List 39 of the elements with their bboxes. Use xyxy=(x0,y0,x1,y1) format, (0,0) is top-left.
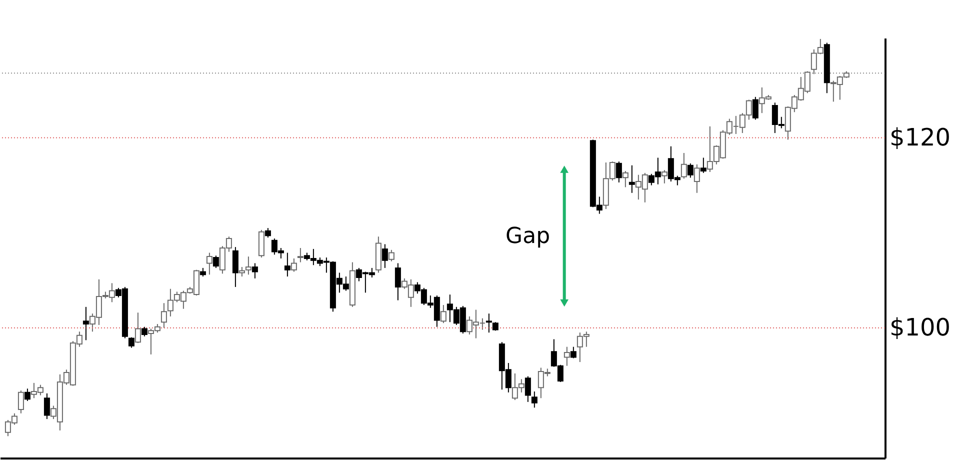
candlestick xyxy=(245,256,252,276)
annotation: Gap xyxy=(506,224,550,250)
y-tick-label: $120 xyxy=(890,123,951,152)
candlestick xyxy=(440,304,446,324)
candlestick xyxy=(206,252,212,276)
candlestick xyxy=(616,161,622,183)
candlestick xyxy=(694,164,700,194)
candlestick xyxy=(661,170,668,184)
candlestick xyxy=(160,302,167,328)
candlestick xyxy=(24,388,30,402)
candlestick xyxy=(752,96,758,120)
candlestick xyxy=(680,152,687,180)
candlestick xyxy=(531,390,538,408)
candlestick xyxy=(394,262,401,301)
candlestick xyxy=(141,326,148,337)
candlestick xyxy=(628,164,635,194)
candlestick xyxy=(564,346,570,366)
candlestick xyxy=(128,336,134,348)
candlestick xyxy=(284,252,290,278)
candlestick xyxy=(622,170,628,188)
candlestick xyxy=(238,266,245,278)
candlestick xyxy=(486,313,492,334)
candlestick xyxy=(264,228,271,238)
candlestick xyxy=(524,376,531,402)
candlestick xyxy=(212,255,219,268)
candlestick xyxy=(388,249,394,262)
candlestick xyxy=(44,392,50,420)
candlestick xyxy=(258,229,264,258)
candlestick xyxy=(82,306,89,341)
candlestick xyxy=(232,246,238,288)
candlestick xyxy=(290,258,297,272)
candlestick xyxy=(18,390,24,414)
y-tick-label: $100 xyxy=(890,313,951,342)
candlestick xyxy=(687,162,694,178)
candlestick xyxy=(297,248,304,263)
candlestick xyxy=(700,157,706,174)
candlestick xyxy=(382,244,388,268)
candlestick xyxy=(134,312,141,344)
candlestick xyxy=(252,262,258,279)
